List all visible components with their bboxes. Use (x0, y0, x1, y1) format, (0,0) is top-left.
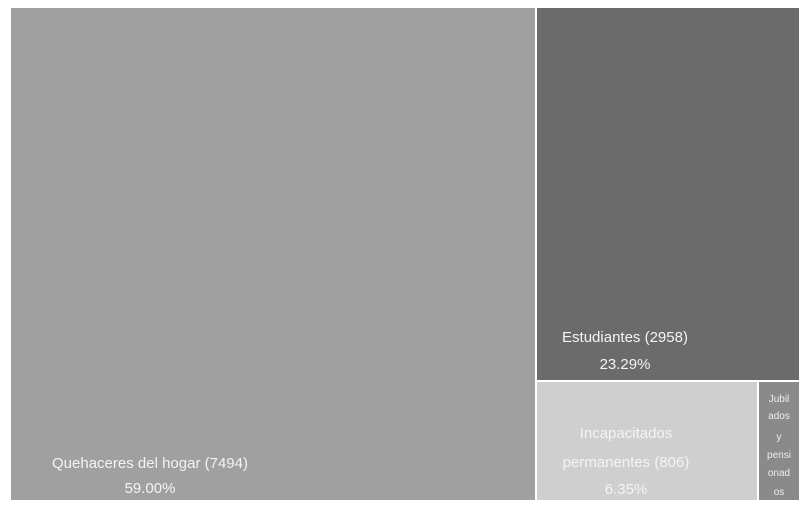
treemap-cell-estudiantes (535, 6, 800, 382)
cell-label-jubilados-line3: y (777, 432, 782, 443)
cell-label-jubilados-line5: onad (768, 468, 790, 479)
cell-label-quehaceres: Quehaceres del hogar (7494) (52, 455, 248, 472)
treemap-cell-incapacitados-permanentes (535, 380, 759, 502)
cell-label-jubilados-line6: os (774, 487, 785, 498)
treemap-cell-jubilados-y-pensionados (757, 380, 800, 502)
cell-label-jubilados-line4: pensi (767, 450, 791, 461)
cell-percent-incapacitados: 6.35% (605, 481, 648, 498)
cell-label-estudiantes: Estudiantes (2958) (562, 329, 688, 346)
treemap-cell-quehaceres-del-hogar (9, 6, 537, 502)
cell-label-incapacitados-line2: permanentes (806) (563, 454, 690, 471)
cell-label-incapacitados-line1: Incapacitados (580, 425, 673, 442)
cell-percent-estudiantes: 23.29% (600, 356, 651, 373)
cell-label-jubilados-line1: Jubil (769, 394, 790, 405)
cell-label-jubilados-line2: ados (768, 411, 790, 422)
cell-percent-quehaceres: 59.00% (125, 480, 176, 497)
